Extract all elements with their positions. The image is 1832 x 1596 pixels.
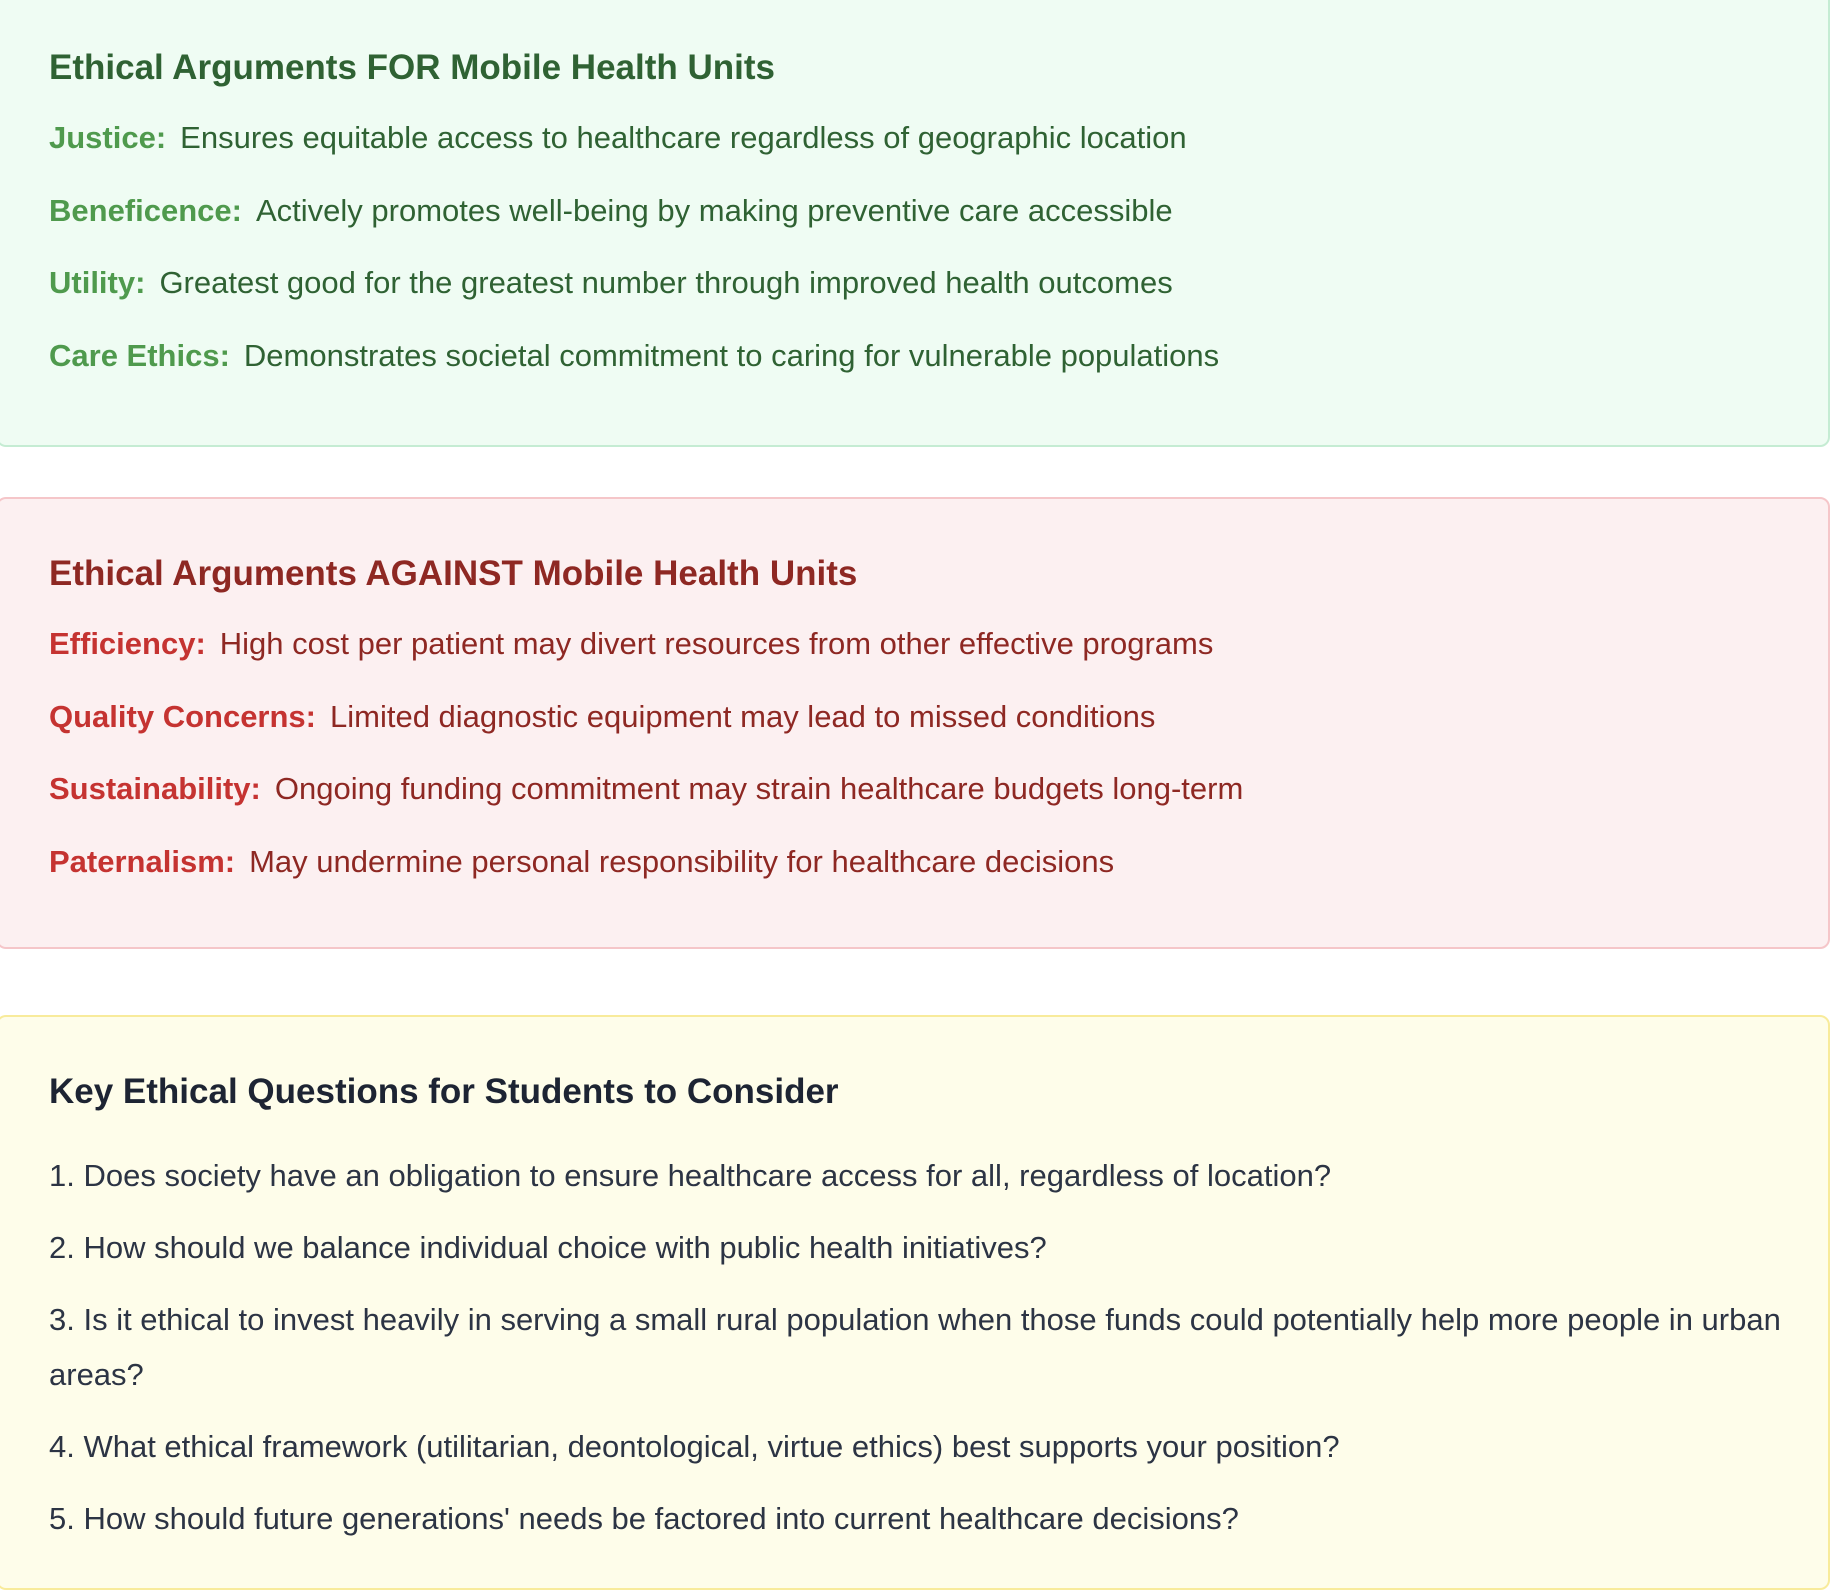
ethical-questions-title: Key Ethical Questions for Students to Co…	[49, 1072, 839, 1111]
argument-text: May undermine personal responsibility fo…	[249, 843, 1115, 879]
argument-term: Quality Concerns:	[49, 698, 316, 734]
ethical-questions-panel: Key Ethical Questions for Students to Co…	[0, 1015, 1830, 1590]
argument-text: Ongoing funding commitment may strain he…	[274, 771, 1244, 806]
argument-term: Efficiency:	[49, 626, 206, 661]
argument-text: Greatest good for the greatest number th…	[159, 265, 1173, 300]
argument-term: Care Ethics:	[49, 337, 230, 373]
argument-text: Ensures equitable access to healthcare r…	[180, 120, 1187, 155]
argument-term: Beneficence:	[49, 192, 242, 228]
argument-term: Paternalism:	[49, 843, 236, 879]
question-item: 1. Does society have an obligation to en…	[49, 1158, 1332, 1193]
argument-term: Utility:	[49, 265, 146, 300]
ethical-questions-list: 1. Does society have an obligation to en…	[49, 1148, 1781, 1546]
argument-text: Limited diagnostic equipment may lead to…	[330, 698, 1156, 734]
argument-against-item: Sustainability: Ongoing funding commitmen…	[49, 768, 1778, 810]
argument-text: Actively promotes well-being by making p…	[255, 192, 1173, 228]
arguments-for-title: Ethical Arguments FOR Mobile Health Unit…	[49, 48, 775, 87]
arguments-for-panel: Ethical Arguments FOR Mobile Health Unit…	[0, 0, 1830, 447]
argument-text: Demonstrates societal commitment to cari…	[243, 337, 1220, 373]
arguments-for-list: Justice: Ensures equitable access to heal…	[49, 117, 1778, 377]
arguments-against-list: Efficiency: High cost per patient may div…	[49, 623, 1778, 883]
question-item: 4. What ethical framework (utilitarian, …	[49, 1429, 1340, 1464]
question-item: 2. How should we balance individual choi…	[49, 1230, 1047, 1265]
question-item: 5. How should future generations' needs …	[49, 1501, 1239, 1536]
argument-against-item: Quality Concerns: Limited diagnostic equi…	[49, 696, 1778, 738]
question-item: 3. Is it ethical to invest heavily in se…	[49, 1302, 1781, 1392]
argument-for-item: Utility: Greatest good for the greatest n…	[49, 262, 1778, 304]
arguments-against-title: Ethical Arguments AGAINST Mobile Health …	[49, 554, 858, 593]
argument-for-item: Beneficence: Actively promotes well-being…	[49, 190, 1778, 232]
argument-text: High cost per patient may divert resourc…	[219, 626, 1214, 661]
argument-for-item: Care Ethics: Demonstrates societal commit…	[49, 335, 1778, 377]
argument-against-item: Efficiency: High cost per patient may div…	[49, 623, 1778, 665]
argument-against-item: Paternalism: May undermine personal respo…	[49, 841, 1778, 883]
argument-term: Sustainability:	[49, 771, 261, 806]
argument-term: Justice:	[49, 120, 167, 155]
arguments-against-panel: Ethical Arguments AGAINST Mobile Health …	[0, 497, 1830, 949]
argument-for-item: Justice: Ensures equitable access to heal…	[49, 117, 1778, 159]
